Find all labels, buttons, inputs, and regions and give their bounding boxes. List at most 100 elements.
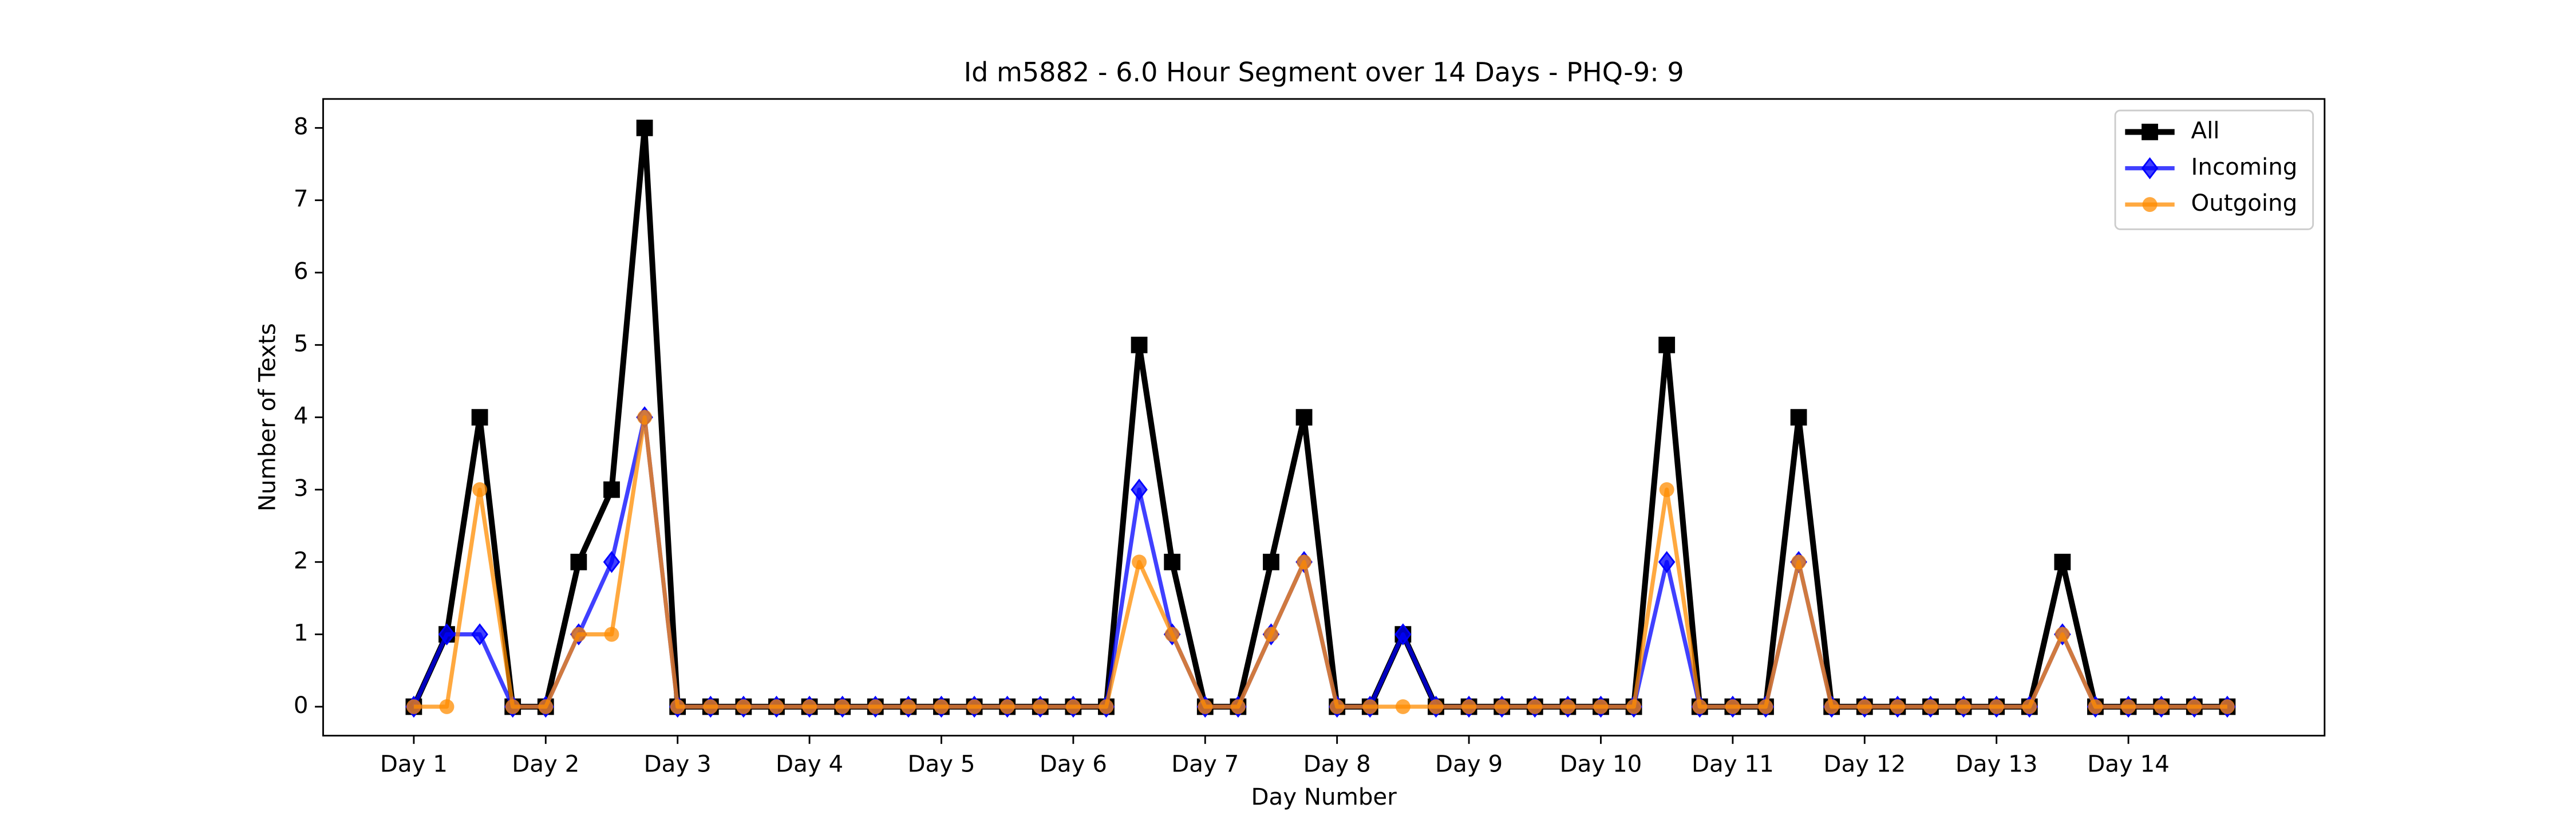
marker (1527, 699, 1543, 714)
marker (1131, 336, 1148, 353)
legend: All Incoming Outgoing (2114, 109, 2314, 230)
x-tick-label: Day 14 (2087, 750, 2170, 777)
y-tick-label: 3 (294, 475, 309, 502)
legend-label: All (2191, 117, 2220, 144)
x-tick-label: Day 9 (1435, 750, 1503, 777)
marker (1956, 699, 1971, 714)
marker (604, 627, 619, 642)
marker (636, 119, 653, 136)
x-tick-label: Day 13 (1955, 750, 2038, 777)
x-tick-label: Day 4 (776, 750, 843, 777)
marker (703, 699, 718, 714)
x-tick-label: Day 2 (512, 750, 579, 777)
marker (1164, 627, 1180, 642)
marker (2154, 699, 2169, 714)
marker (736, 699, 751, 714)
marker (1890, 699, 1905, 714)
marker (1758, 699, 1773, 714)
marker (2088, 699, 2103, 714)
marker (1658, 336, 1676, 353)
x-tick-label: Day 10 (1560, 750, 1642, 777)
y-tick-label: 0 (294, 692, 309, 719)
marker (1593, 699, 1609, 714)
marker (1791, 554, 1807, 570)
x-tick-label: Day 7 (1171, 750, 1239, 777)
marker (471, 409, 488, 426)
y-tick-label: 8 (294, 113, 309, 140)
marker (1394, 623, 1412, 645)
marker (637, 409, 653, 425)
marker (1560, 699, 1575, 714)
y-tick-label: 2 (294, 547, 309, 574)
marker (670, 699, 685, 714)
marker (1132, 554, 1147, 570)
series-line (411, 125, 2227, 710)
marker (603, 481, 620, 498)
marker (438, 623, 456, 645)
marker (1033, 699, 1048, 714)
marker (1494, 699, 1510, 714)
marker (1857, 699, 1872, 714)
legend-marker (2141, 157, 2159, 179)
marker (999, 699, 1015, 714)
marker (1263, 553, 1279, 570)
marker (967, 699, 982, 714)
marker (2121, 699, 2136, 714)
y-tick-label: 1 (294, 620, 309, 647)
legend-label: Incoming (2191, 153, 2298, 180)
marker (2022, 699, 2037, 714)
marker (505, 699, 520, 714)
marker (2219, 699, 2235, 714)
marker (1198, 699, 1213, 714)
marker (2187, 699, 2202, 714)
y-tick-label: 5 (294, 330, 309, 357)
marker (1263, 627, 1279, 642)
marker (1099, 699, 1114, 714)
legend-marker (2142, 124, 2158, 140)
x-tick-label: Day 6 (1040, 750, 1107, 777)
marker (1461, 699, 1477, 714)
x-tick-label: Day 5 (907, 750, 975, 777)
marker (1790, 409, 1807, 426)
chart-title: Id m5882 - 6.0 Hour Segment over 14 Days… (964, 57, 1684, 88)
marker (769, 699, 784, 714)
marker (1230, 699, 1246, 714)
marker (439, 699, 455, 714)
marker (1297, 554, 1312, 570)
marker (1131, 478, 1148, 501)
marker (1065, 699, 1081, 714)
x-tick-label: Day 11 (1692, 750, 1774, 777)
marker (868, 699, 883, 714)
legend-marker (2142, 197, 2158, 212)
marker (472, 482, 488, 497)
marker (1923, 699, 1938, 714)
marker (2054, 553, 2071, 570)
marker (934, 699, 949, 714)
x-tick-label: Day 8 (1303, 750, 1371, 777)
marker (900, 699, 916, 714)
y-tick-label: 6 (294, 258, 309, 285)
marker (835, 699, 850, 714)
marker (1626, 699, 1642, 714)
y-tick-label: 4 (294, 403, 309, 430)
marker (1989, 699, 2004, 714)
marker (603, 551, 621, 573)
y-tick-label: 7 (294, 186, 309, 212)
marker (1824, 699, 1839, 714)
y-axis-label: Number of Texts (254, 323, 280, 511)
x-axis-label: Day Number (1251, 783, 1397, 810)
marker (1362, 699, 1378, 714)
marker (1329, 699, 1345, 714)
marker (1658, 551, 1676, 573)
marker (2055, 627, 2070, 642)
marker (1295, 409, 1313, 426)
legend-label: Outgoing (2191, 190, 2298, 216)
marker (471, 623, 488, 645)
marker (538, 699, 554, 714)
marker (406, 699, 421, 714)
marker (1164, 553, 1181, 570)
marker (1725, 699, 1740, 714)
marker (571, 627, 586, 642)
marker (1659, 482, 1674, 497)
